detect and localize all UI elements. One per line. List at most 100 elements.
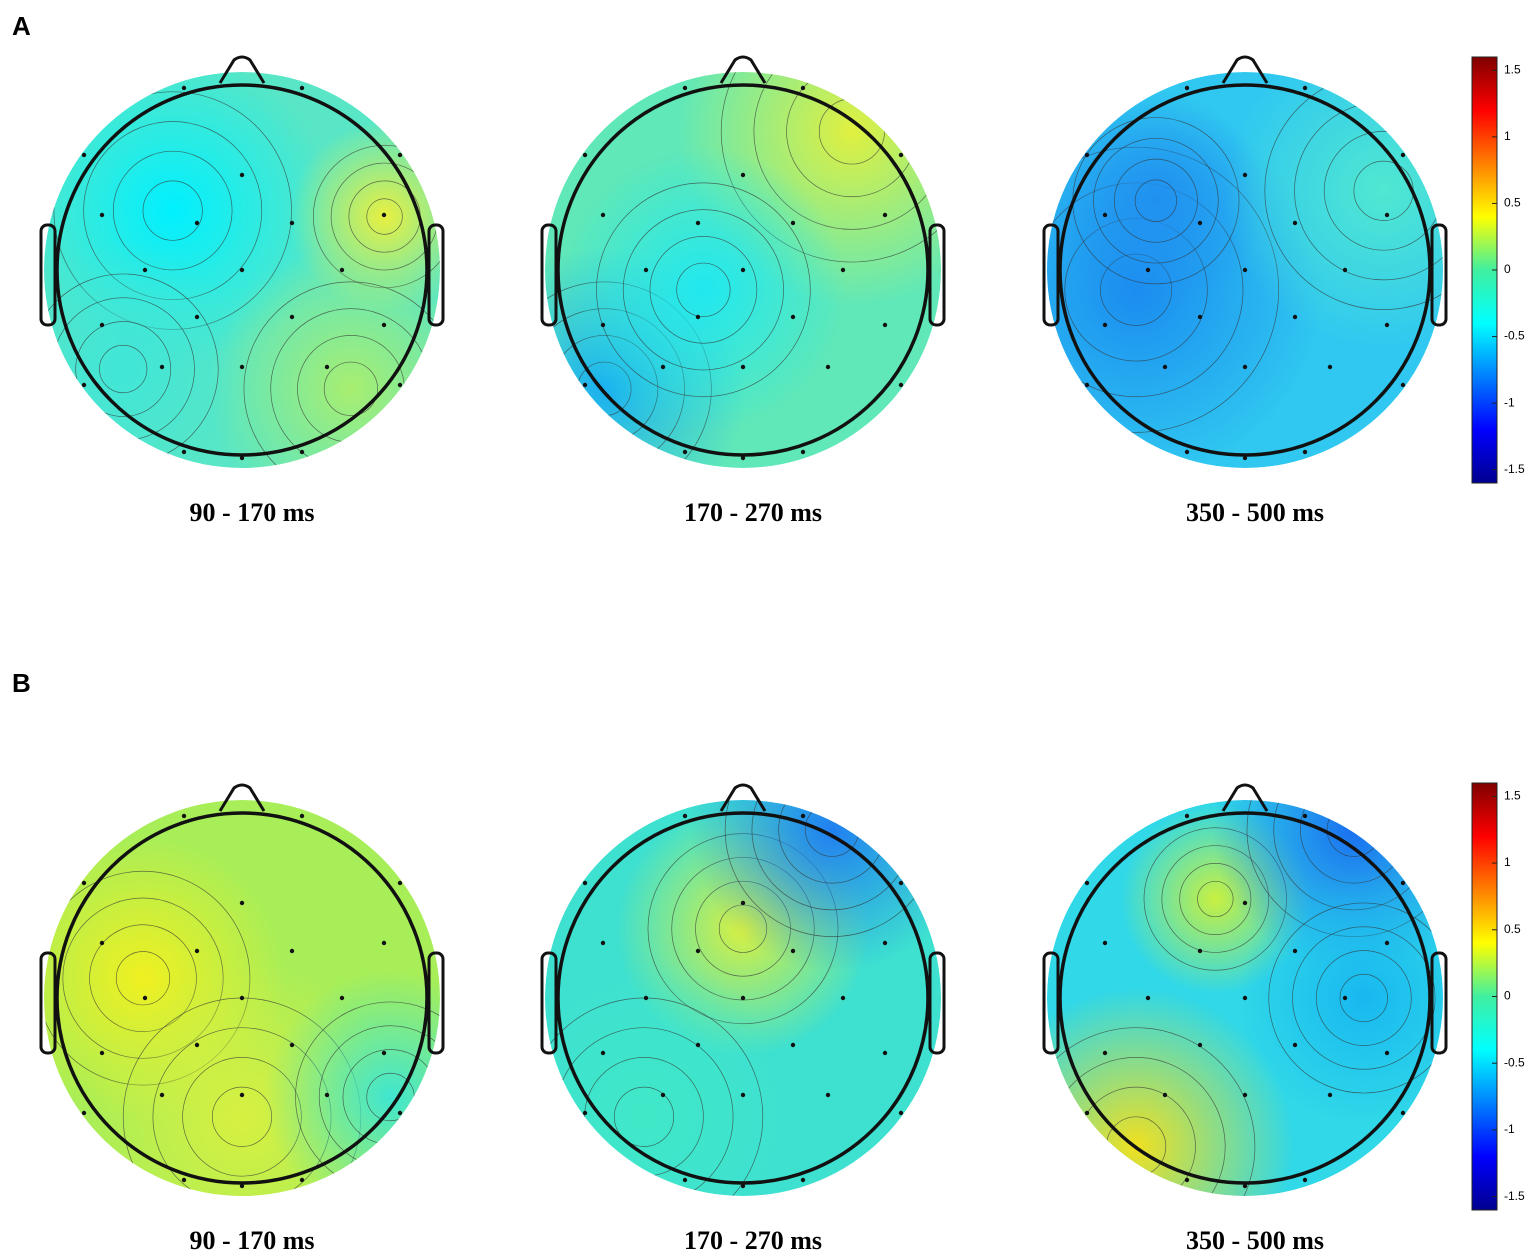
map-fill [44,72,440,468]
electrode [1197,948,1203,954]
contour [1113,158,1198,243]
electrode [324,1092,330,1098]
ear-right [1430,223,1448,327]
electrode [790,948,796,954]
tick-label: -1 [1504,395,1515,409]
electrode [142,267,148,273]
electrode [800,1177,806,1183]
electrode [1084,152,1090,158]
electrode [600,1050,606,1056]
contour [1093,137,1219,264]
nose [218,783,266,812]
electrode [1184,813,1190,819]
electrode [181,449,187,455]
ear-left [39,951,57,1055]
electrode [682,1177,688,1183]
electrode [239,455,245,461]
electrode [825,1092,831,1098]
electrode [1102,212,1108,218]
electrode [800,85,806,91]
electrode [1102,940,1108,946]
electrode [181,85,187,91]
electrode [1384,212,1390,218]
electrode [600,940,606,946]
tick-label: 0 [1504,262,1511,276]
electrode [194,948,200,954]
electrode [81,152,87,158]
electrode [695,314,701,320]
nose [1221,55,1269,84]
tick-label: 0.5 [1504,922,1521,936]
tick-label: -0.5 [1504,329,1525,343]
electrode [99,322,105,328]
blob [545,958,803,1196]
map-fill [1047,800,1443,1196]
electrode [1302,85,1308,91]
blob [1225,72,1443,350]
topomap [540,783,946,1196]
topomap [540,55,946,468]
electrode [181,1177,187,1183]
electrode [239,995,245,1001]
electrode [740,172,746,178]
electrode [99,1050,105,1056]
tick-label: -1.5 [1504,462,1525,476]
electrode [1292,948,1298,954]
contour [1264,72,1443,310]
electrode [239,1183,245,1189]
electrode [1327,1092,1333,1098]
topomap [1042,55,1448,468]
electrode [682,85,688,91]
electrode [339,267,345,273]
electrode [882,212,888,218]
tick-label: 1.5 [1504,789,1521,803]
ear-left [540,951,558,1055]
electrode [289,220,295,226]
electrode [142,995,148,1001]
electrode [1084,382,1090,388]
electrode [381,212,387,218]
blob [1047,89,1267,312]
electrode [299,1177,305,1183]
electrode [660,364,666,370]
ear-left [540,223,558,327]
ear-left [39,223,57,327]
electrode [800,449,806,455]
electrode [740,1183,746,1189]
electrode [1084,1110,1090,1116]
nose [218,55,266,84]
map-fill [545,72,941,468]
electrode [882,322,888,328]
head [55,811,429,1185]
electrode [1292,314,1298,320]
head [1058,811,1432,1185]
electrode [582,1110,588,1116]
blob [44,242,250,468]
contour [1315,950,1412,1046]
electrode [1384,940,1390,946]
electrode [1242,1183,1248,1189]
electrode [1242,995,1248,1001]
contour [142,180,203,241]
electrode [299,85,305,91]
electrode [1184,85,1190,91]
electrode [1292,220,1298,226]
electrode [1400,152,1406,158]
ear-right [928,951,946,1055]
electrode [1242,364,1248,370]
electrode [898,880,904,886]
head [556,811,930,1185]
electrode [1162,1092,1168,1098]
electrode [1197,1042,1203,1048]
topomap [39,55,445,468]
contour [99,344,148,394]
map-fill [1047,72,1443,468]
blob [560,147,846,433]
caption: 90 - 170 ms [190,498,315,527]
electrode [339,995,345,1001]
electrode [1242,455,1248,461]
electrode [81,1110,87,1116]
ear-right [928,223,946,327]
electrode [882,1050,888,1056]
tick-label: 1 [1504,129,1511,143]
